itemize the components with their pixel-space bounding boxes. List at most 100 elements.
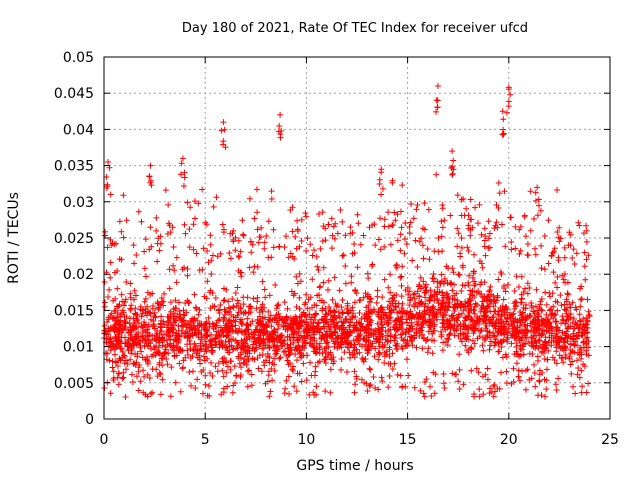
data-point [238,269,245,276]
data-point [167,229,174,236]
data-point [313,340,320,347]
data-point [421,289,428,296]
data-point [180,357,187,364]
data-point [573,306,580,313]
data-point [372,327,379,334]
data-point [550,303,557,310]
data-point [568,370,575,377]
data-point [150,351,157,358]
data-point [124,361,131,368]
data-point [322,359,329,366]
data-point [535,337,542,344]
data-point [237,372,244,379]
data-point [178,160,185,167]
data-point [114,363,121,370]
data-point [290,317,297,324]
data-point [258,368,265,375]
data-point [486,287,493,294]
data-point [311,392,318,399]
data-point [181,312,188,319]
data-point [459,282,466,289]
data-point [455,230,462,237]
data-point [311,348,318,355]
data-point [184,341,191,348]
data-point [291,328,298,335]
data-point [319,238,326,245]
data-point [327,326,334,333]
data-point [475,369,482,376]
data-point [408,200,415,207]
data-point [207,232,214,239]
y-tick-label: 0 [85,412,94,428]
data-point [157,240,164,247]
data-point [460,306,467,313]
data-point [399,263,406,270]
data-point [487,283,494,290]
data-point [229,230,236,237]
data-point [120,374,127,381]
data-point [434,82,441,89]
data-point [369,309,376,316]
data-point [304,326,311,333]
data-point [212,294,219,301]
data-point [431,288,438,295]
data-point [293,314,300,321]
data-point [503,368,510,375]
data-point [186,337,193,344]
data-point [398,282,405,289]
data-point [463,205,470,212]
data-point [329,245,336,252]
data-point [573,250,580,257]
data-point [399,182,406,189]
data-point [207,289,214,296]
data-point [260,345,267,352]
data-point [344,328,351,335]
data-point [304,352,311,359]
data-point [245,310,252,317]
data-point [125,329,132,336]
data-point [524,280,531,287]
data-point [493,297,500,304]
data-point [447,279,454,286]
data-point [217,302,224,309]
data-point [132,292,139,299]
data-point [113,321,120,328]
data-point [366,296,373,303]
data-point [115,341,122,348]
data-point [227,255,234,262]
data-point [268,188,275,195]
data-point [223,359,230,366]
data-point [565,242,572,249]
data-point [542,393,549,400]
data-point [184,199,191,206]
data-point [171,313,178,320]
data-point [578,295,585,302]
data-point [253,186,260,193]
data-point [107,191,114,198]
data-point [411,290,418,297]
data-point [212,324,219,331]
data-point [565,323,572,330]
data-point [185,333,192,340]
data-point [300,328,307,335]
data-point [451,296,458,303]
data-point [356,327,363,334]
data-point [338,304,345,311]
x-tick-label: 5 [201,432,210,448]
data-point [399,383,406,390]
data-point [539,370,546,377]
data-point [555,257,562,264]
y-tick-label: 0.025 [54,231,94,247]
data-point [144,342,151,349]
data-point [106,357,113,364]
data-point [508,239,515,246]
data-point [417,387,424,394]
data-point [204,248,211,255]
data-point [266,393,273,400]
data-point [138,313,145,320]
data-point [189,353,196,360]
data-point [497,329,504,336]
data-point [458,244,465,251]
data-point [250,295,257,302]
data-point [522,285,529,292]
